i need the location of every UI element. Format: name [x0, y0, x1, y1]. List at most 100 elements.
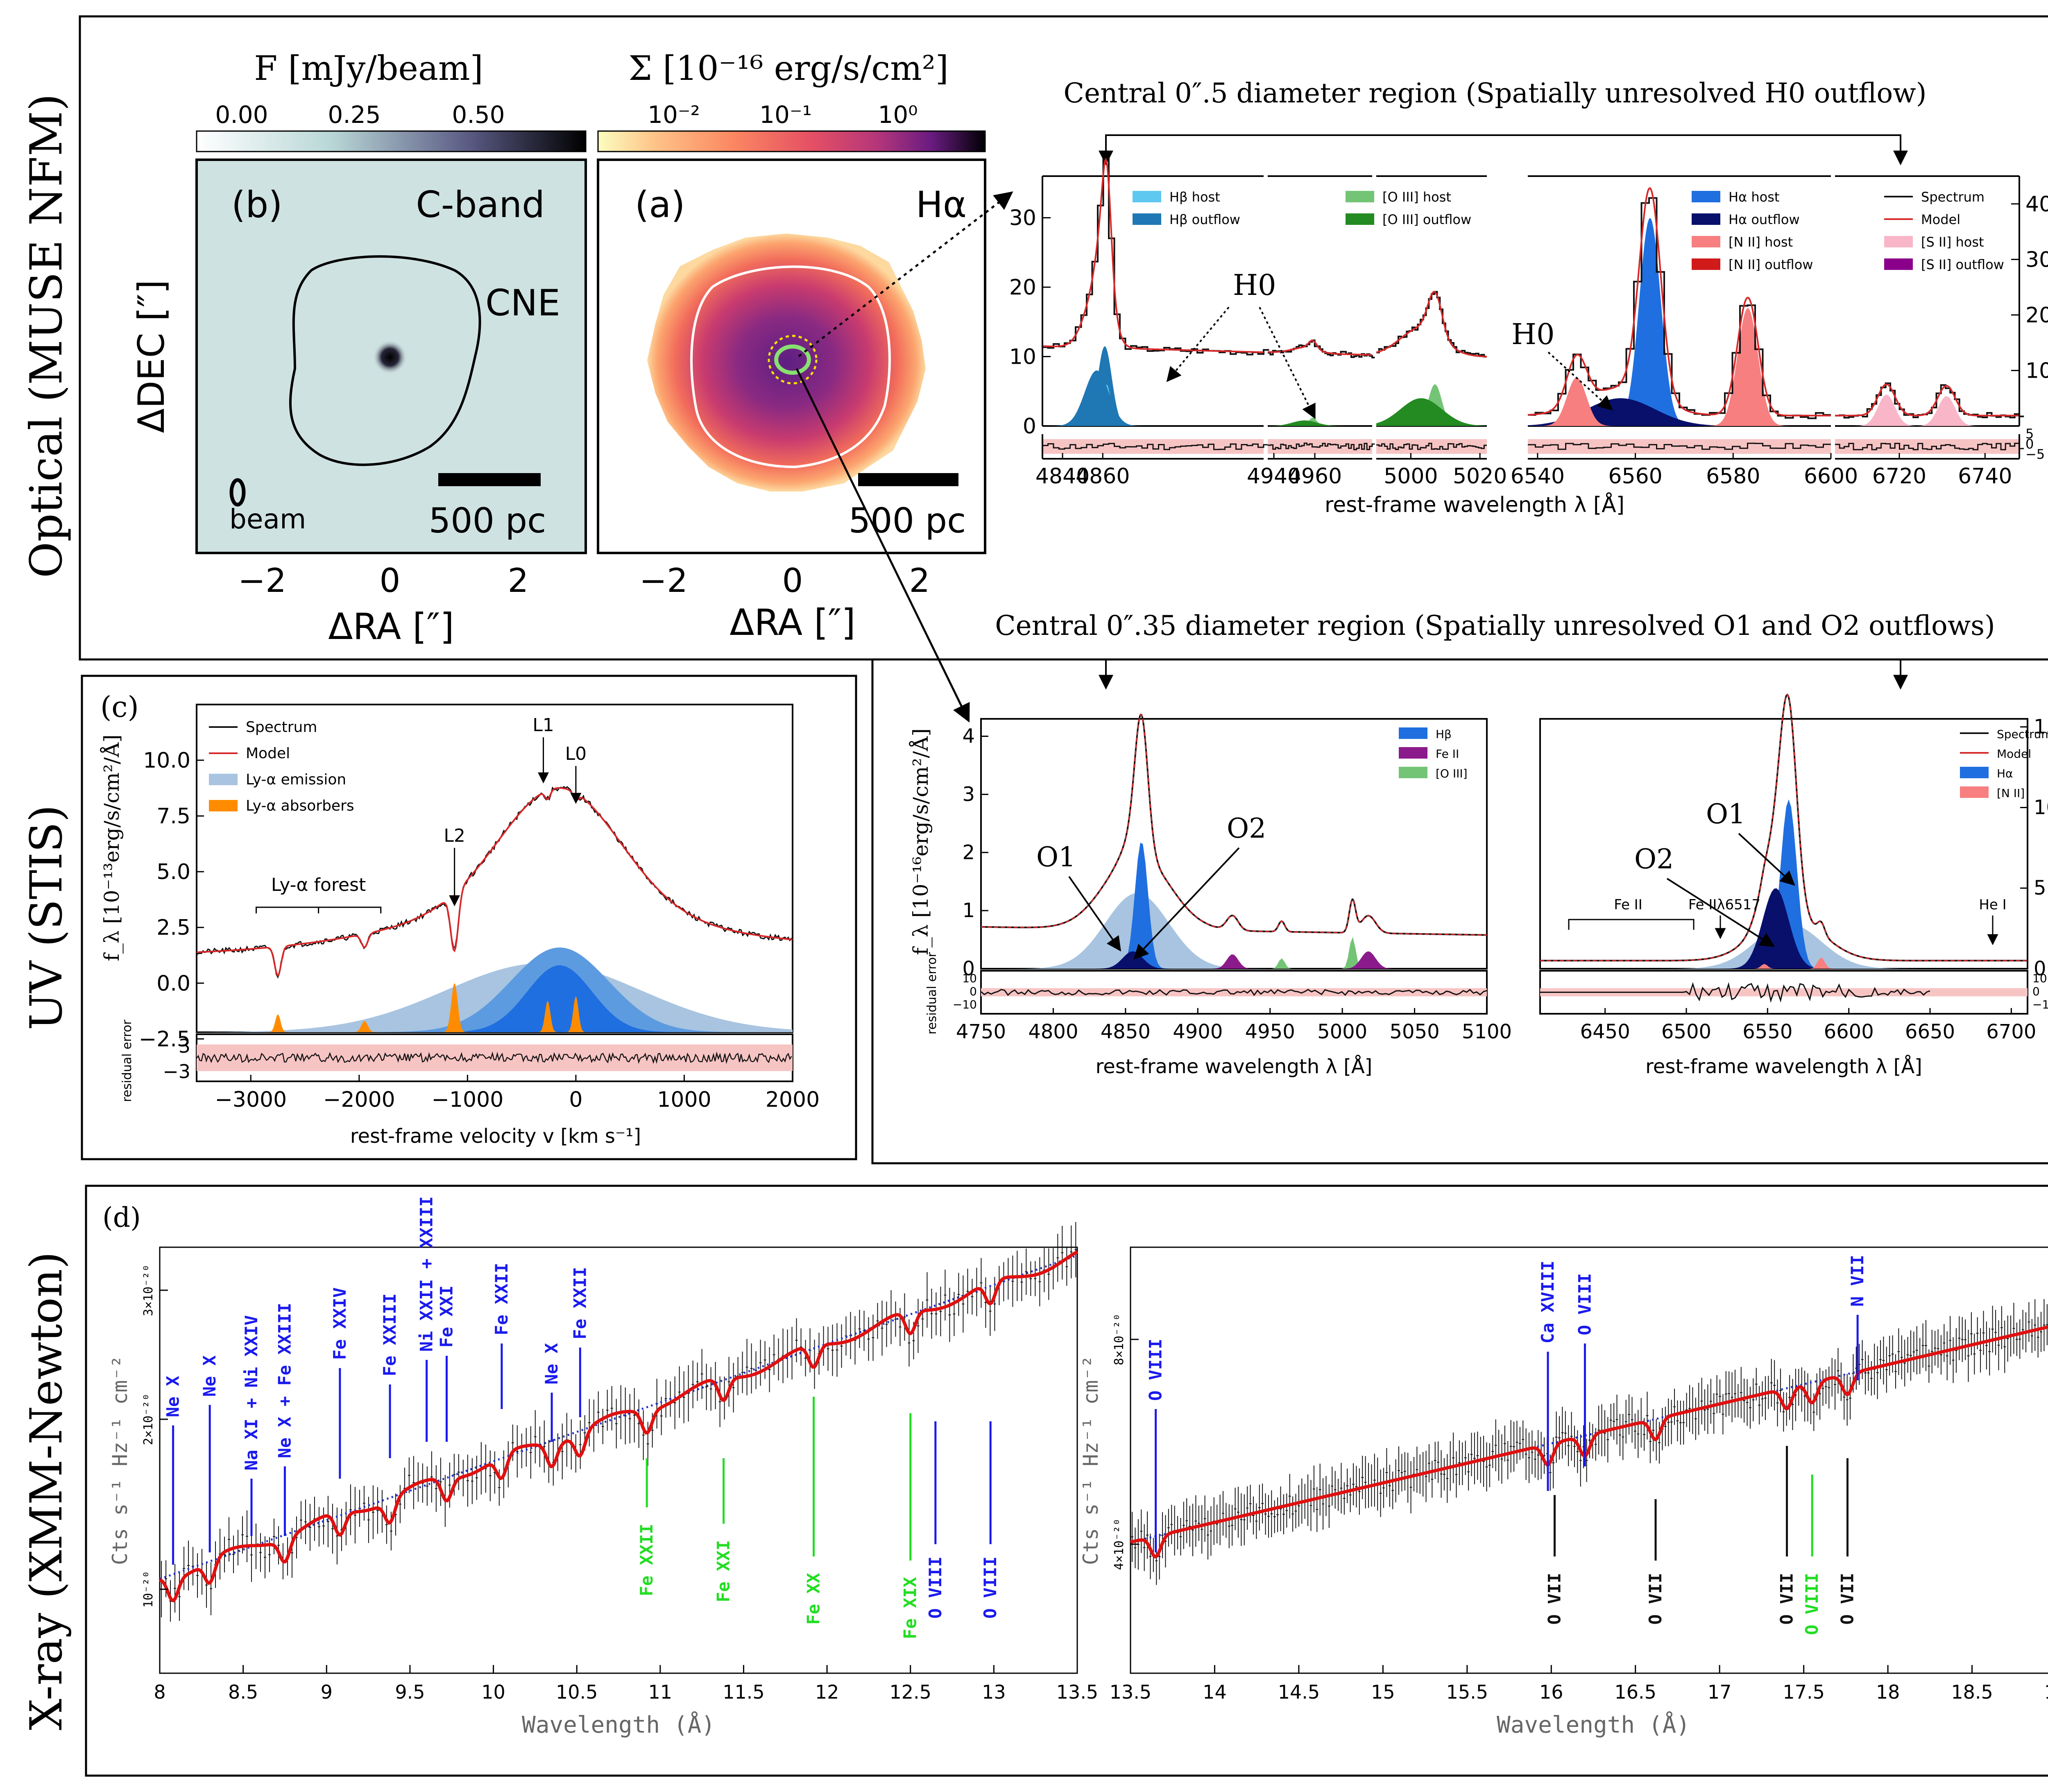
- o12-ytick-label: 15: [2034, 716, 2048, 739]
- xray-line-blue-label: Ni XXII + XXIII: [417, 1196, 437, 1352]
- legend-label: [N II]: [1997, 786, 2025, 800]
- o12-ytick-label: 2: [962, 841, 975, 864]
- cband-cbar-tick: 0.50: [452, 101, 505, 129]
- h0-model-line: [1376, 291, 1487, 358]
- h0-xtick-label: 4960: [1288, 464, 1342, 489]
- legend-swatch: [1346, 213, 1374, 225]
- h0-xtick-label: 4940: [1247, 464, 1301, 489]
- o12-residual-line: [981, 989, 1487, 996]
- o12-residual-tick: −10: [953, 998, 977, 1011]
- uv-forest-label: Ly-α forest: [271, 874, 366, 895]
- map-xtick: −2: [639, 562, 688, 600]
- legend-label: Hα: [1997, 767, 2013, 780]
- legend-label: Fe II: [1436, 747, 1459, 761]
- h0-segment: 5000 5020: [1376, 175, 1507, 489]
- legend-label: Ly-α emission: [246, 771, 346, 788]
- cband-source: [373, 340, 407, 374]
- legend-label: Model: [1997, 747, 2031, 761]
- o12-title: Central 0″.35 diameter region (Spatially…: [995, 610, 1995, 641]
- halpha-cbar-tick: 10⁻²: [648, 101, 700, 129]
- xray-xtick-label: 14.5: [1278, 1681, 1320, 1703]
- xray-xtick-label: 10: [481, 1681, 505, 1703]
- h0-ytick-label-right: 20: [2025, 303, 2048, 328]
- h0-model-line: [1527, 187, 1831, 417]
- xray-xtick-label: 19: [2044, 1681, 2048, 1703]
- o12-ytick-label: 0: [962, 957, 975, 980]
- uv-residual-tick: 3: [179, 1035, 190, 1057]
- legend-swatch: [1399, 727, 1427, 739]
- halpha-panel-label: (a): [635, 184, 685, 226]
- o12-xtick-label: 6500: [1661, 1020, 1711, 1043]
- optical-side-label: Optical (MUSE NFM): [21, 94, 72, 578]
- h0-component: [1042, 370, 1264, 426]
- h0-annotation-arrow: [1166, 306, 1230, 382]
- map-xlabel-halpha: ΔRA [″]: [729, 601, 855, 643]
- xray-line-blue-label: O VIII: [1146, 1339, 1166, 1401]
- uv-lya-absorber: [563, 996, 589, 1032]
- uv-spectrum-panel: −3000 −2000 −1000 0 1000 2000 −2.5 0.0 2.5 5.0 7.5…: [100, 690, 820, 1148]
- h0-ytick-label: 0: [1023, 414, 1036, 439]
- h0-residual-line: [1835, 442, 2024, 451]
- o12-annotation: O2: [1634, 843, 1674, 875]
- h0-xtick-label: 6580: [1706, 464, 1760, 489]
- xray-line-black-label: O VII: [1777, 1573, 1797, 1624]
- xray-right-panel: 13.5 14 14.5 15 15.5 16 16.5 17 17.5 18 18.5 19 4×10…: [1079, 1246, 2048, 1738]
- xray-xtick-label: 13.5: [1056, 1681, 1098, 1703]
- legend-swatch: [1133, 191, 1161, 202]
- xray-line-green-label: Fe XX: [804, 1573, 824, 1624]
- uv-residual-line: [196, 1051, 792, 1064]
- xray-ylabel: Cts s⁻¹ Hz⁻¹ cm⁻²: [108, 1355, 132, 1565]
- o12-annotation: O2: [1227, 813, 1266, 844]
- legend-swatch: [1399, 767, 1427, 778]
- o12-xtick-label: 4750: [956, 1020, 1006, 1043]
- o12-xtick-label: 6600: [1824, 1020, 1874, 1043]
- h0-residual-line: [1376, 442, 1487, 450]
- h0-residual-tick: 0: [2025, 436, 2034, 452]
- o1o2-spectrum-panel: Central 0″.35 diameter region (Spatially…: [908, 610, 2048, 1078]
- o12-xtick-label: 5100: [1462, 1020, 1512, 1043]
- legend-swatch: [1884, 258, 1913, 270]
- xray-line-blue-label: Fe XXIII: [380, 1294, 400, 1376]
- o12-annotation-arrow: [1068, 876, 1121, 952]
- h0-xtick-label: 4840: [1035, 464, 1090, 489]
- xray-line-green-label: O VIII: [1802, 1573, 1822, 1635]
- legend-label: [O III]: [1436, 767, 1468, 780]
- h0-annotation: H0: [1233, 268, 1276, 302]
- legend-label: [S II] host: [1921, 234, 1984, 250]
- legend-swatch: [1692, 236, 1720, 247]
- o12-residual-tick: 10: [2032, 972, 2047, 985]
- uv-ytick-label: 10.0: [143, 748, 190, 773]
- uv-lya-absorber: [441, 983, 468, 1032]
- xray-xtick-label: 11: [648, 1681, 673, 1703]
- xray-ytick-label: 4×10⁻²⁰: [1112, 1518, 1126, 1570]
- h0-xtick-label: 5000: [1384, 464, 1438, 489]
- h0-xtick-label: 6560: [1608, 464, 1662, 489]
- o12-residual-tick: −10: [2032, 998, 2048, 1011]
- beam-ellipse: [229, 478, 246, 507]
- uv-ytick-label: 0.0: [156, 971, 190, 996]
- o12-feii-label: Fe II: [1614, 897, 1642, 913]
- legend-swatch: [1692, 191, 1720, 202]
- h0-bracket: [1105, 134, 1901, 147]
- uv-annotation: L0: [565, 743, 587, 764]
- h0-residual-tick: −5: [2025, 446, 2045, 462]
- o12-feii6517-label: Fe IIλ6517: [1688, 897, 1760, 913]
- h0-spectrum-panel: Central 0″.5 diameter region (Spatially …: [1009, 77, 2048, 517]
- o12-subpanel-left: 4750 4800 4850 4900 4950 5000 5050 5100 0 1 2 3 4 100…: [953, 714, 1512, 1078]
- o12-xtick-label: 4800: [1028, 1020, 1078, 1043]
- h0-spectrum-line: [1835, 382, 2024, 419]
- h0-component: [1268, 420, 1372, 426]
- h0-xtick-label: 6600: [1804, 464, 1858, 489]
- o12-residual-tick: 0: [2032, 985, 2040, 998]
- o12-annotation-arrow: [1738, 833, 1795, 886]
- xray-xtick-label: 12: [815, 1681, 839, 1703]
- legend-label: [O III] host: [1382, 189, 1451, 205]
- xray-xlabel: Wavelength (Å): [1497, 1711, 1690, 1738]
- h0-xtick-label: 6720: [1872, 464, 1926, 489]
- xray-xtick-label: 15.5: [1446, 1681, 1488, 1703]
- xray-xtick-label: 14: [1203, 1681, 1227, 1703]
- xray-line-green-label: Fe XIX: [900, 1577, 920, 1639]
- legend-label: [S II] outflow: [1921, 257, 2004, 272]
- xray-line-blue-label: Fe XXII: [570, 1267, 590, 1339]
